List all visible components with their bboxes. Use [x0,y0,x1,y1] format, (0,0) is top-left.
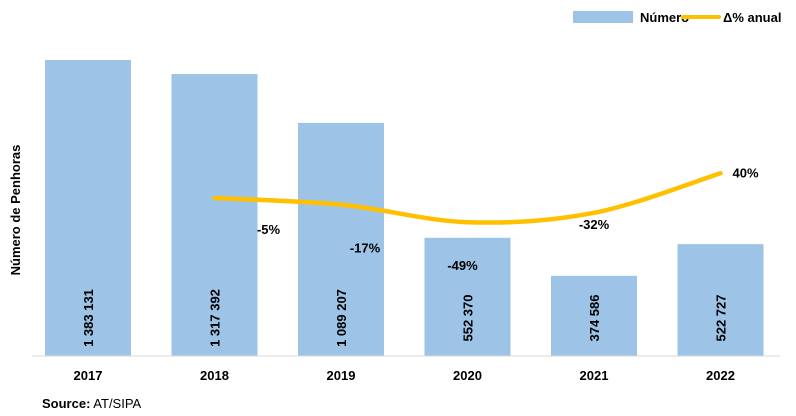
bar-2021 [551,275,637,356]
bar-2020 [424,237,511,356]
delta-label-2019: -17% [350,241,381,256]
x-tick-2022: 2022 [706,368,735,383]
legend-line-label: Δ% anual [723,10,781,25]
bar-label-2021: 374 586 [587,295,602,342]
bar-2018 [171,74,258,357]
delta-label-2022: 40% [732,165,758,180]
delta-label-2021: -32% [579,217,610,232]
chart: 1 383 131 1 317 392 1 089 207 552 370 374 58… [8,10,781,383]
line-series: -5% -17% -49% -32% 40% [212,165,759,273]
bar-2022 [677,244,764,356]
delta-line [212,171,723,225]
bar-labels: 1 383 131 1 317 392 1 089 207 552 370 374 58… [81,289,729,347]
bar-label-2022: 522 727 [714,295,729,342]
source-text: AT/SIPA [90,396,142,411]
x-tick-2019: 2019 [327,368,356,383]
bar-label-2017: 1 383 131 [81,289,96,347]
x-tick-2021: 2021 [580,368,609,383]
bar-2017 [45,60,131,356]
legend-bar-swatch [573,11,633,23]
delta-label-2020: -49% [447,258,478,273]
source-label: Source: [42,396,91,411]
bar-label-2018: 1 317 392 [208,289,223,347]
delta-label-2018: -5% [257,222,281,237]
source-note: Source: AT/SIPA [42,396,141,411]
bar-series [45,60,764,357]
legend: Número Δ% anual [573,10,781,25]
legend-bar-label: Número [640,10,689,25]
x-tick-2020: 2020 [453,368,482,383]
x-tick-2017: 2017 [74,368,103,383]
y-axis-label: Número de Penhoras [8,145,23,276]
bar-label-2020: 552 370 [461,295,476,342]
x-tick-2018: 2018 [200,368,229,383]
bar-label-2019: 1 089 207 [334,289,349,347]
x-tick-labels: 2017 2018 2019 2020 2021 2022 [74,368,735,383]
bar-2019 [298,122,384,356]
